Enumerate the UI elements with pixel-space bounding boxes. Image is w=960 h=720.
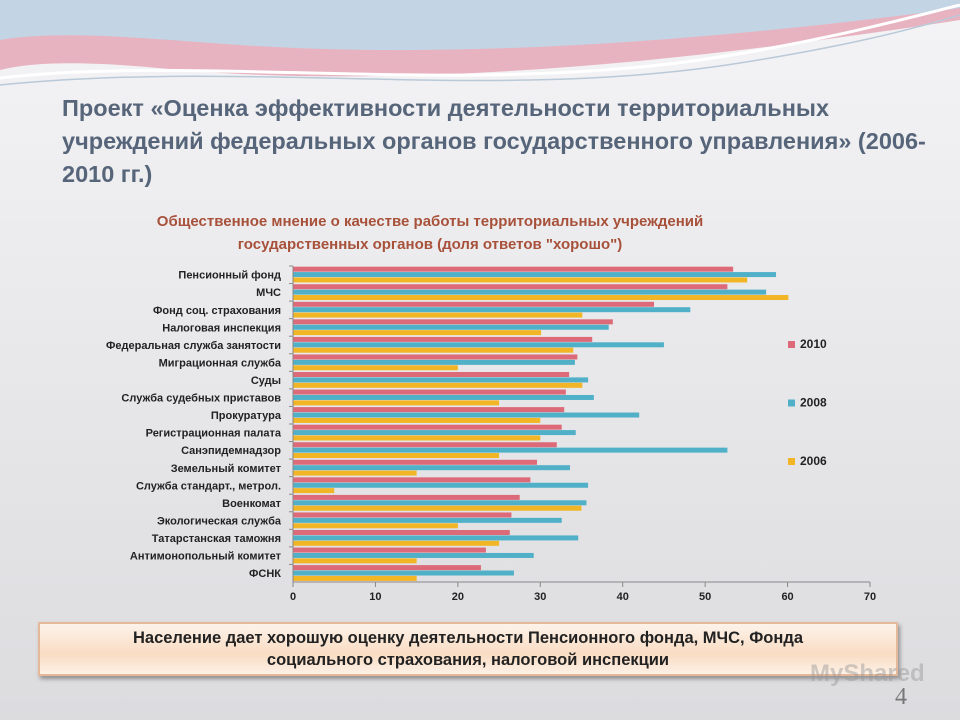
bar [293, 517, 562, 523]
y-tick-label: МЧС [256, 287, 281, 299]
bar [293, 400, 500, 406]
bar [293, 435, 541, 441]
bar [293, 347, 574, 353]
bar [293, 359, 575, 365]
y-tick-label: Татарстанская таможня [152, 533, 281, 545]
bar [293, 324, 609, 330]
bar [293, 494, 520, 500]
bar [293, 447, 728, 453]
x-tick-label: 10 [369, 591, 381, 603]
bar [293, 407, 565, 413]
bar [293, 342, 664, 348]
y-tick-label: Федеральная служба занятости [106, 340, 281, 352]
bar [293, 365, 458, 371]
y-tick-label: Пенсионный фонд [178, 270, 281, 282]
x-tick-label: 30 [534, 591, 546, 603]
bar [293, 295, 789, 301]
y-tick-label: Земельный комитет [171, 463, 282, 475]
legend-swatch [788, 399, 795, 407]
bar [293, 354, 578, 360]
bar [293, 459, 537, 465]
footer-note: Население дает хорошую оценку деятельнос… [38, 622, 898, 676]
bar [293, 535, 579, 541]
legend-swatch [788, 458, 795, 465]
y-tick-label: Регистрационная палата [146, 428, 282, 440]
bar [293, 482, 589, 488]
bar [293, 382, 583, 388]
bar [293, 552, 534, 558]
y-tick-label: Налоговая инспекция [162, 322, 281, 334]
bar [293, 412, 640, 418]
bar [293, 500, 587, 506]
y-tick-label: Фонд соц. страхования [153, 305, 281, 317]
legend-label: 2006 [800, 454, 827, 468]
bar [293, 330, 542, 336]
bar [293, 266, 734, 272]
bar [293, 453, 500, 459]
bar [293, 470, 417, 476]
y-tick-label: Служба стандарт., метрол. [136, 480, 281, 492]
bar [293, 570, 514, 576]
y-tick-label: Прокуратура [211, 410, 282, 422]
x-tick-label: 40 [617, 591, 629, 603]
x-tick-label: 20 [452, 591, 464, 603]
y-tick-label: Санэпидемнадзор [181, 445, 281, 457]
bar [293, 558, 417, 564]
x-tick-label: 60 [781, 591, 793, 603]
bar [293, 372, 570, 378]
x-tick-label: 50 [699, 591, 711, 603]
bar [293, 505, 582, 511]
y-tick-label: Суды [251, 375, 281, 387]
y-tick-label: ФСНК [249, 568, 281, 580]
watermark: MyShared [810, 660, 925, 687]
x-tick-label: 70 [864, 591, 876, 603]
bar [293, 312, 583, 318]
page-number: 4 [895, 684, 907, 710]
bar [293, 575, 417, 581]
slide-title: Проект «Оценка эффективности деятельност… [62, 95, 926, 187]
bar [293, 465, 570, 471]
decoration [0, 0, 960, 86]
legend-label: 2010 [800, 337, 827, 351]
bar [293, 530, 510, 536]
bar [293, 277, 748, 283]
bar [293, 377, 589, 383]
bar [293, 336, 593, 342]
bar [293, 547, 486, 553]
bar [293, 307, 691, 313]
bar [293, 442, 557, 448]
bar [293, 523, 458, 529]
y-tick-label: Экологическая служба [157, 515, 282, 527]
bar [293, 284, 728, 290]
bar [293, 488, 335, 494]
legend-swatch [788, 341, 795, 348]
y-tick-label: Антимонопольный комитет [130, 551, 282, 563]
y-tick-label: Военкомат [222, 498, 281, 510]
bar [293, 424, 562, 430]
bar [293, 540, 500, 546]
bar [293, 272, 777, 278]
bar [293, 417, 541, 423]
y-tick-label: Служба судебных приставов [121, 393, 281, 405]
y-tick-label: Миграционная служба [159, 357, 282, 369]
bar [293, 565, 481, 571]
bar [293, 477, 531, 483]
bar [293, 512, 512, 518]
chart: Пенсионный фонд МЧС Фонд соц. страхования Н… [106, 265, 876, 603]
bar [293, 301, 655, 307]
legend-label: 2008 [800, 396, 827, 410]
bar [293, 319, 613, 325]
bar [293, 289, 767, 295]
bar [293, 430, 576, 436]
x-tick-label: 0 [290, 591, 296, 603]
bar [293, 394, 594, 400]
chart-title: Общественное мнение о качестве работы те… [156, 213, 704, 253]
bar [293, 389, 566, 395]
